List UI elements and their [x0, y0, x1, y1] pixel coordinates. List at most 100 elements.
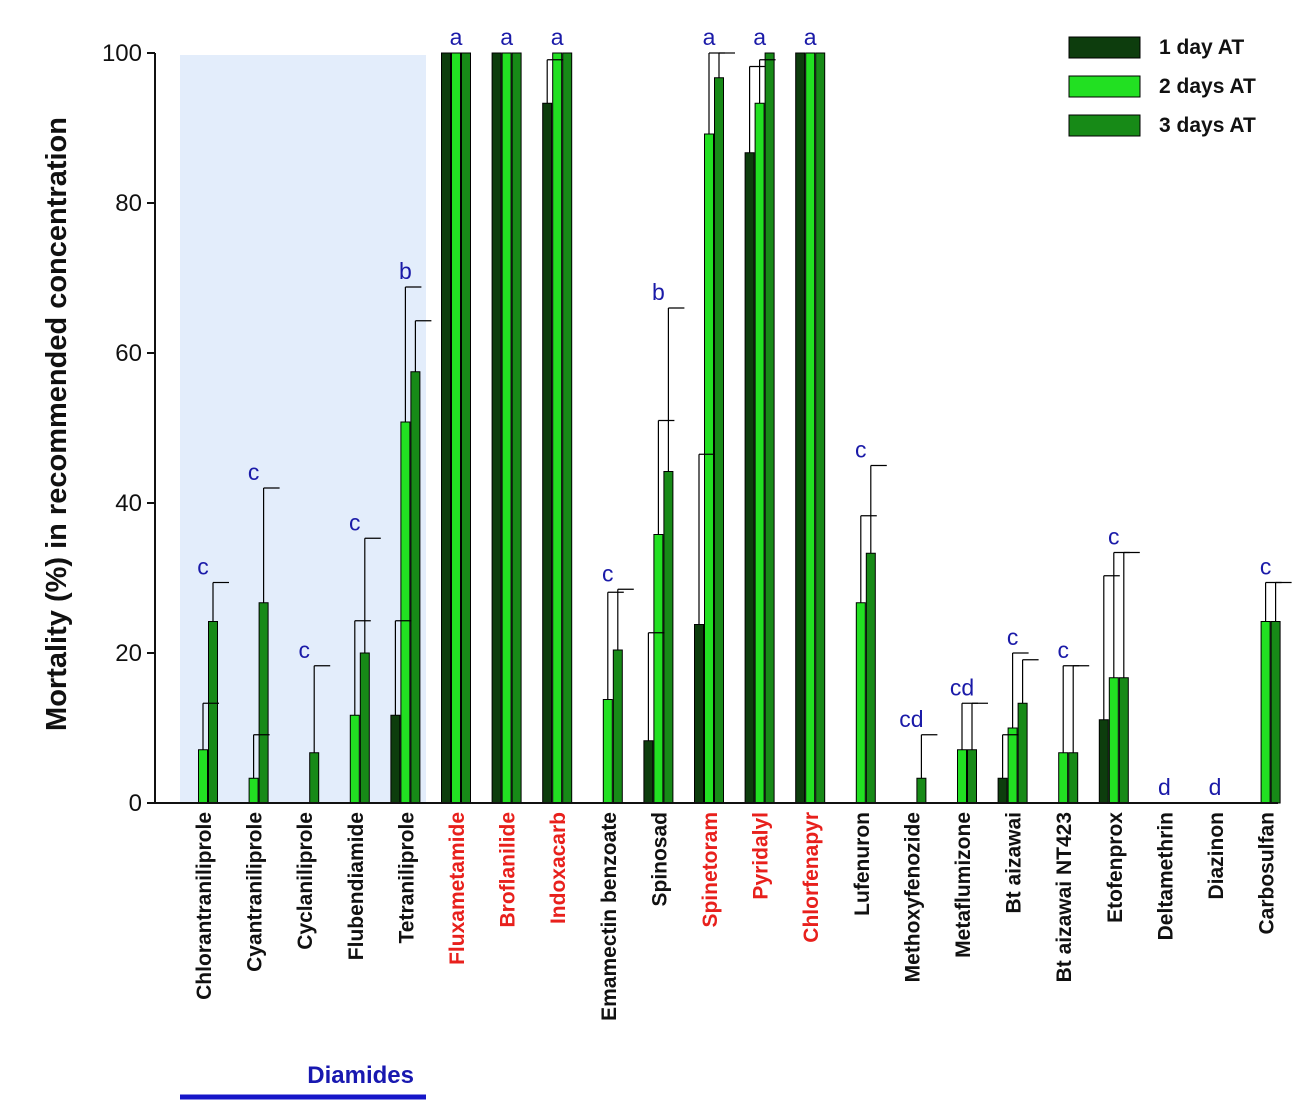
x-category-label-fluxametamide: Fluxametamide [446, 812, 469, 965]
x-category-label-spinetoram: Spinetoram [699, 812, 722, 928]
significance-letter-chlorantraniliprole: c [197, 554, 209, 580]
significance-letter-methoxyfenozide: cd [899, 706, 923, 732]
bar-indoxacarb-2-days-at [552, 52, 563, 804]
bar-bt-aizawai-3-days-at [1017, 702, 1028, 804]
bar-emamectin-benzoate-3-days-at [612, 649, 623, 804]
significance-letter-bt-aizawai-nt423: c [1057, 637, 1069, 663]
bar-carbosulfan-2-days-at [1260, 621, 1271, 804]
bar-broflanilide-3-days-at [511, 52, 522, 804]
bar-emamectin-benzoate-2-days-at [602, 699, 613, 804]
bar-etofenprox-2-days-at [1108, 677, 1119, 804]
bar-metaflumizone-2-days-at [957, 749, 967, 804]
bars-layer [198, 52, 1281, 804]
bar-fluxametamide-1-day-at [441, 52, 451, 804]
x-category-label-pyridalyl: Pyridalyl [750, 812, 773, 900]
x-category-label-cyclaniliprole: Cyclaniliprole [294, 812, 317, 950]
significance-letter-fluxametamide: a [450, 24, 463, 50]
x-category-label-bt-aizawai-nt423: Bt aizawai NT423 [1053, 812, 1076, 982]
x-category-label-diazinon: Diazinon [1205, 812, 1228, 900]
bar-indoxacarb-3-days-at [562, 52, 573, 804]
bar-lufenuron-3-days-at [865, 552, 876, 804]
bar-flubendiamide-2-days-at [349, 714, 360, 804]
x-category-label-bt-aizawai: Bt aizawai [1003, 812, 1026, 914]
x-category-label-carbosulfan: Carbosulfan [1256, 812, 1279, 935]
bar-spinetoram-1-day-at [694, 624, 704, 804]
y-tick-label: 0 [129, 790, 142, 817]
bar-pyridalyl-3-days-at [764, 52, 775, 804]
bar-broflanilide-1-day-at [491, 52, 502, 804]
bar-cyantraniliprole-3-days-at [258, 602, 269, 804]
legend-label-2-days-at: 2 days AT [1159, 75, 1256, 98]
y-tick-label: 100 [102, 40, 142, 67]
legend-swatch-1-day-at [1068, 36, 1141, 59]
x-category-label-cyantraniliprole: Cyantraniliprole [244, 812, 267, 972]
significance-letter-diazinon: d [1209, 774, 1222, 800]
bar-spinosad-1-day-at [643, 740, 654, 804]
significance-letter-cyantraniliprole: c [248, 459, 260, 485]
x-category-label-emamectin-benzoate: Emamectin benzoate [598, 812, 621, 1021]
legend-label-1-day-at: 1 day AT [1159, 36, 1244, 59]
significance-letter-lufenuron: c [855, 437, 867, 463]
x-category-label-etofenprox: Etofenprox [1104, 812, 1127, 923]
bar-tetraniliprole-1-day-at [390, 714, 401, 804]
bar-chlorantraniliprole-2-days-at [198, 749, 208, 804]
significance-letter-flubendiamide: c [349, 509, 361, 535]
error-bars-layer [202, 52, 1292, 779]
significance-letter-spinetoram: a [703, 24, 716, 50]
x-category-label-deltamethrin: Deltamethrin [1154, 812, 1177, 940]
significance-letter-carbosulfan: c [1260, 554, 1272, 580]
bar-carbosulfan-3-days-at [1270, 621, 1281, 804]
bar-fluxametamide-2-days-at [451, 52, 461, 804]
legend-swatch-2-days-at [1068, 75, 1141, 98]
bar-chlorfenapyr-1-day-at [795, 52, 806, 804]
significance-letter-emamectin-benzoate: c [602, 560, 614, 586]
legend: 1 day AT 2 days AT 3 days AT [1068, 36, 1256, 137]
x-category-label-lufenuron: Lufenuron [851, 812, 874, 916]
x-category-label-spinosad: Spinosad [648, 812, 671, 907]
bar-fluxametamide-3-days-at [461, 52, 471, 804]
bar-bt-aizawai-nt423-2-days-at [1058, 752, 1069, 804]
bar-tetraniliprole-3-days-at [410, 371, 421, 804]
y-tick-label: 40 [115, 490, 142, 517]
significance-letter-bt-aizawai: c [1007, 624, 1019, 650]
x-category-label-broflanilide: Broflanilide [497, 812, 520, 928]
bar-methoxyfenozide-3-days-at [916, 777, 927, 804]
bar-cyclaniliprole-3-days-at [309, 752, 320, 804]
bar-spinetoram-3-days-at [714, 77, 724, 804]
x-category-label-chlorfenapyr: Chlorfenapyr [800, 812, 823, 943]
bar-cyantraniliprole-2-days-at [248, 777, 259, 804]
bar-pyridalyl-2-days-at [754, 102, 765, 804]
y-axis-label: Mortality (%) in recommended concentrati… [41, 117, 73, 731]
bar-tetraniliprole-2-days-at [400, 421, 411, 804]
significance-letter-etofenprox: c [1108, 524, 1120, 550]
diamides-group-background [180, 55, 426, 803]
bar-bt-aizawai-1-day-at [997, 777, 1008, 804]
x-category-label-methoxyfenozide: Methoxyfenozide [901, 812, 924, 982]
significance-letter-spinosad: b [652, 279, 665, 305]
legend-label-3-days-at: 3 days AT [1159, 114, 1256, 137]
bar-lufenuron-2-days-at [855, 602, 866, 804]
bar-etofenprox-1-day-at [1098, 719, 1109, 804]
significance-letter-deltamethrin: d [1158, 774, 1171, 800]
y-tick-label: 60 [115, 340, 142, 367]
bar-spinosad-2-days-at [653, 534, 664, 804]
legend-swatch-3-days-at [1068, 114, 1141, 137]
significance-letter-cyclaniliprole: c [298, 637, 310, 663]
x-category-label-tetraniliprole: Tetraniliprole [395, 812, 418, 943]
bar-broflanilide-2-days-at [501, 52, 512, 804]
y-tick-label: 80 [115, 190, 142, 217]
bar-metaflumizone-3-days-at [967, 749, 977, 804]
y-tick-label: 20 [115, 640, 142, 667]
bar-spinosad-3-days-at [663, 471, 674, 804]
bar-spinetoram-2-days-at [704, 133, 714, 804]
bar-etofenprox-3-days-at [1118, 677, 1129, 804]
significance-letter-metaflumizone: cd [950, 674, 974, 700]
bar-flubendiamide-3-days-at [359, 652, 370, 804]
x-category-label-chlorantraniliprole: Chlorantraniliprole [193, 812, 216, 1000]
diamides-group-label: Diamides [307, 1062, 414, 1089]
bar-bt-aizawai-nt423-3-days-at [1068, 752, 1079, 804]
significance-letter-tetraniliprole: b [399, 258, 412, 284]
y-ticks-layer: 0 20 40 60 80 100 [102, 40, 155, 817]
